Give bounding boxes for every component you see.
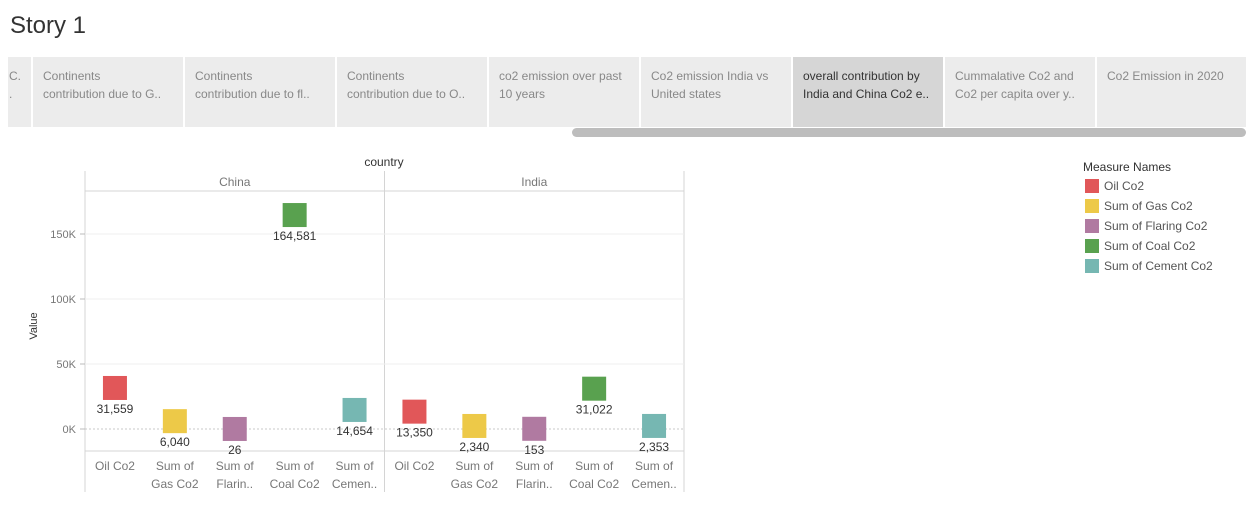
- legend-swatch-flaring: [1085, 219, 1099, 233]
- tab-line1: Continents: [347, 69, 405, 83]
- legend-swatch-coal: [1085, 239, 1099, 253]
- x-tick-label: Sum of: [336, 459, 375, 473]
- y-tick-label: 150K: [50, 229, 76, 241]
- data-label: 31,022: [576, 403, 613, 417]
- tab-line2: India and China Co2 e..: [803, 87, 930, 101]
- x-tick-label: Flarin..: [216, 477, 253, 491]
- y-axis-label: Value: [28, 312, 40, 339]
- x-tick-label: Cemen..: [332, 477, 377, 491]
- x-tick-label: Sum of: [515, 459, 554, 473]
- tab-line2: contribution due to G..: [43, 87, 162, 101]
- x-tick-label: Gas Co2: [451, 477, 499, 491]
- data-label: 31,559: [97, 402, 134, 416]
- legend-label-gas: Sum of Gas Co2: [1104, 199, 1193, 213]
- x-tick-label: Sum of: [216, 459, 255, 473]
- y-tick-label: 100K: [50, 294, 76, 306]
- legend-swatch-gas: [1085, 199, 1099, 213]
- tab-line1: Continents: [43, 69, 101, 83]
- data-point-square: [522, 416, 547, 441]
- legend-label-cement: Sum of Cement Co2: [1104, 259, 1213, 273]
- tab-line1: Co2 emission India vs: [651, 69, 769, 83]
- x-tick-label: Cemen..: [631, 477, 676, 491]
- y-tick-label: 50K: [56, 359, 76, 371]
- legend-swatch-cement: [1085, 259, 1099, 273]
- data-point-square: [162, 409, 187, 434]
- tab-line1: Co2 Emission in 2020: [1107, 69, 1224, 83]
- data-point-square: [462, 413, 487, 438]
- story-point-tab-7[interactable]: Cummalative Co2 and Co2 per capita over …: [945, 57, 1097, 127]
- navigator-scrollbar[interactable]: [572, 128, 1246, 137]
- x-axis: Oil Co2 Sum of Gas Co2 Sum of Flarin.. Sum of…: [95, 459, 677, 491]
- legend-item-oil[interactable]: Oil Co2: [1083, 176, 1243, 196]
- data-label: 14,654: [336, 424, 373, 438]
- story-point-tab-8[interactable]: Co2 Emission in 2020: [1097, 57, 1246, 127]
- x-tick-label: Sum of: [635, 459, 674, 473]
- story-title: Story 1: [10, 12, 87, 39]
- data-label: 6,040: [160, 435, 190, 449]
- tab-line1: Cummalative Co2 and: [955, 69, 1074, 83]
- data-label: 26: [228, 443, 242, 457]
- story-point-tab-1[interactable]: Continents contribution due to G..: [33, 57, 185, 127]
- x-tick-label: Oil Co2: [394, 459, 434, 473]
- data-label: 2,353: [639, 440, 669, 454]
- data-point-square: [642, 413, 667, 438]
- data-point-square: [282, 203, 307, 228]
- data-point-square: [102, 375, 127, 400]
- legend: Measure Names Oil Co2 Sum of Gas Co2 Sum…: [1083, 158, 1243, 276]
- x-tick-label: Gas Co2: [151, 477, 199, 491]
- data-label: 153: [524, 443, 544, 457]
- story-navigator: C. . Continents contribution due to G.. …: [8, 57, 1246, 127]
- story-point-tab-5[interactable]: Co2 emission India vs United states: [641, 57, 793, 127]
- tab-line2: 10 years: [499, 87, 546, 101]
- data-marks: 31,559 13,350 6,040 2,340 26 153 164,581 31,022…: [97, 203, 669, 457]
- x-tick-label: Sum of: [276, 459, 315, 473]
- x-tick-label: Sum of: [156, 459, 195, 473]
- story-point-tab-3[interactable]: Continents contribution due to O..: [337, 57, 489, 127]
- y-axis: 0K 50K 100K 150K: [50, 229, 684, 436]
- x-tick-label: Coal Co2: [270, 477, 320, 491]
- x-tick-label: Oil Co2: [95, 459, 135, 473]
- x-tick-label: Flarin..: [516, 477, 553, 491]
- data-point-square: [402, 399, 427, 424]
- tab-line2: United states: [651, 87, 722, 101]
- x-tick-label: Coal Co2: [569, 477, 619, 491]
- legend-label-oil: Oil Co2: [1104, 179, 1145, 193]
- tab-line2: Co2 per capita over y..: [955, 87, 1075, 101]
- data-point-square: [582, 376, 607, 401]
- legend-item-cement[interactable]: Sum of Cement Co2: [1083, 256, 1243, 276]
- column-header: country: [364, 155, 403, 169]
- data-label: 13,350: [396, 426, 433, 440]
- legend-label-flaring: Sum of Flaring Co2: [1104, 219, 1208, 233]
- legend-title: Measure Names: [1083, 160, 1172, 174]
- panel-header-india: India: [521, 175, 547, 189]
- x-tick-label: Sum of: [575, 459, 614, 473]
- tab-line1: Continents: [195, 69, 253, 83]
- y-tick-label: 0K: [63, 424, 77, 436]
- data-point-square: [342, 397, 367, 422]
- tab-line1: overall contribution by: [803, 69, 920, 83]
- data-label: 164,581: [273, 229, 317, 243]
- tab-line2: contribution due to O..: [347, 87, 466, 101]
- legend-item-coal[interactable]: Sum of Coal Co2: [1083, 236, 1243, 256]
- story-point-tab-6[interactable]: overall contribution by India and China …: [793, 57, 945, 127]
- story-point-tab-2[interactable]: Continents contribution due to fl..: [185, 57, 337, 127]
- chart-frame: China India: [84, 171, 685, 492]
- legend-item-flaring[interactable]: Sum of Flaring Co2: [1083, 216, 1243, 236]
- data-label: 2,340: [459, 440, 489, 454]
- tab-line2: .: [9, 87, 13, 101]
- tab-line1: co2 emission over past: [499, 69, 622, 83]
- legend-swatch-oil: [1085, 179, 1099, 193]
- tab-line2: contribution due to fl..: [195, 87, 310, 101]
- legend-item-gas[interactable]: Sum of Gas Co2: [1083, 196, 1243, 216]
- tab-line1: C.: [9, 69, 21, 83]
- x-tick-label: Sum of: [455, 459, 494, 473]
- data-point-square: [222, 416, 247, 441]
- story-point-tab-0[interactable]: C. .: [8, 57, 33, 127]
- panel-header-china: China: [219, 175, 251, 189]
- story-point-tab-4[interactable]: co2 emission over past 10 years: [489, 57, 641, 127]
- legend-label-coal: Sum of Coal Co2: [1104, 239, 1196, 253]
